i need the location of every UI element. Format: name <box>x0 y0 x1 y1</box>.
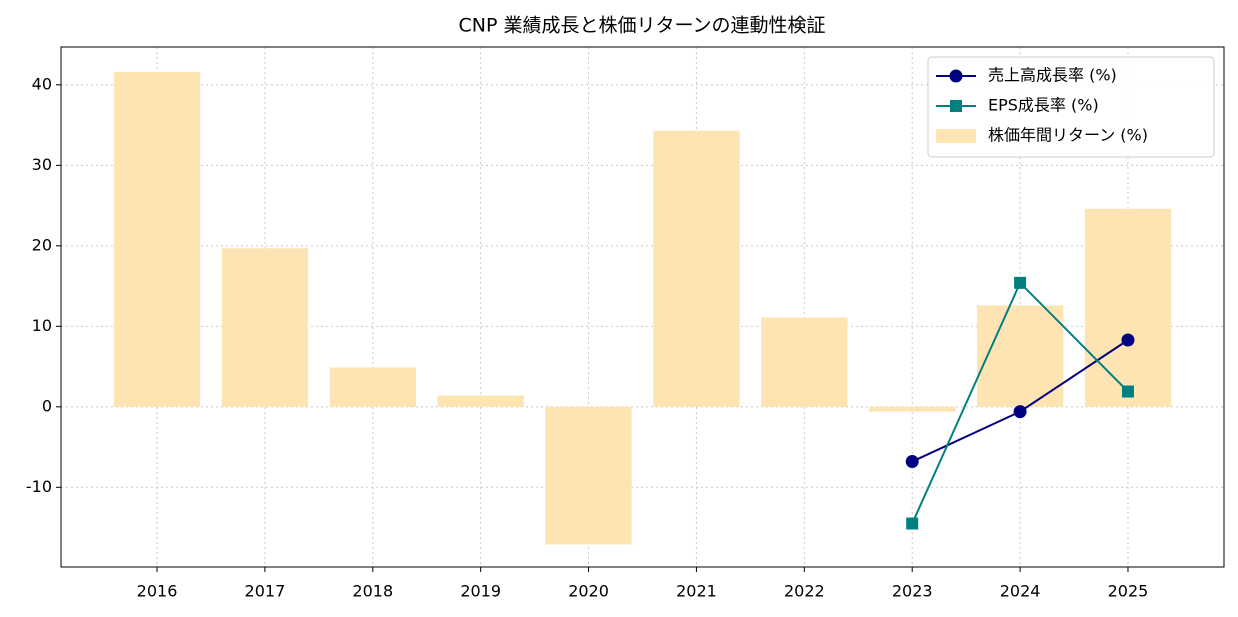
y-tick-label: 10 <box>32 316 52 335</box>
x-tick-label: 2021 <box>676 582 717 601</box>
bar <box>329 367 416 407</box>
chart-title: CNP 業績成長と株価リターンの連動性検証 <box>458 15 825 37</box>
plot-frame <box>60 46 1225 568</box>
x-tick-label: 2016 <box>137 582 178 601</box>
marker <box>1013 405 1027 419</box>
bar <box>653 130 740 407</box>
y-tick-label: 20 <box>32 235 52 254</box>
x-tick-label: 2019 <box>460 582 501 601</box>
bar <box>761 317 848 407</box>
y-tick-label: -10 <box>26 477 52 496</box>
x-tick-label: 2023 <box>892 582 933 601</box>
legend-label: 株価年間リターン (%) <box>988 126 1148 145</box>
legend-label: EPS成長率 (%) <box>988 96 1099 115</box>
bar <box>869 406 956 412</box>
x-tick-label: 2017 <box>245 582 286 601</box>
bar <box>221 248 309 407</box>
marker <box>906 517 919 530</box>
legend-label: 売上高成長率 (%) <box>988 66 1117 85</box>
y-tick-label: 0 <box>42 396 52 415</box>
x-tick-label: 2022 <box>784 582 825 601</box>
marker <box>905 455 919 469</box>
bar <box>437 395 524 407</box>
legend-swatch <box>936 129 976 143</box>
marker <box>1014 276 1027 289</box>
legend <box>927 56 1215 158</box>
x-tick-label: 2020 <box>568 582 609 601</box>
y-tick-label: 30 <box>32 155 52 174</box>
bar <box>976 305 1064 407</box>
x-tick-label: 2018 <box>352 582 393 601</box>
marker <box>1121 385 1134 398</box>
bar <box>1084 208 1172 407</box>
bar <box>113 71 201 407</box>
bar <box>545 406 632 545</box>
y-tick-label: 40 <box>32 74 52 93</box>
x-tick-label: 2024 <box>1000 582 1041 601</box>
x-tick-label: 2025 <box>1108 582 1149 601</box>
marker <box>1121 333 1135 347</box>
